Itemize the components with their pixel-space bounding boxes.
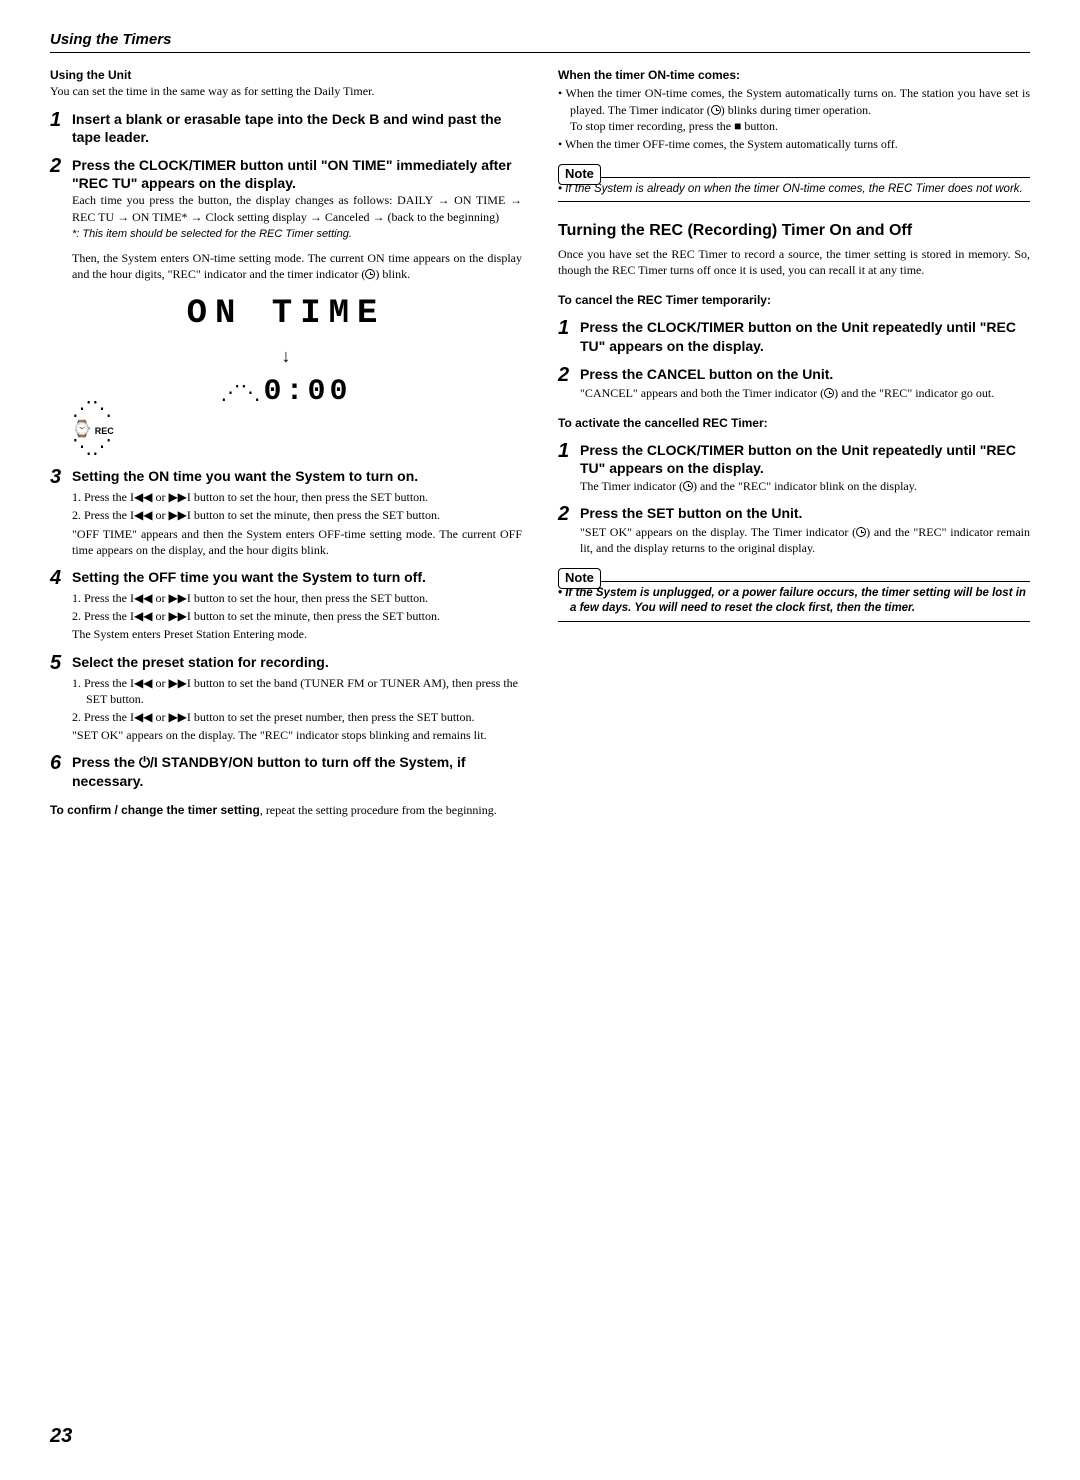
activate-heading: To activate the cancelled REC Timer: (558, 415, 1030, 431)
power-icon: ⏻/I (139, 754, 158, 770)
timer-icon (856, 527, 866, 537)
down-arrow-icon: ↓ (50, 344, 522, 368)
segment-display: 0:00 (263, 375, 351, 409)
timer-icon (365, 269, 375, 279)
step-number: 2 (558, 504, 572, 524)
cancel-step1: Press the CLOCK/TIMER button on the Unit… (580, 318, 1030, 354)
step2-text: Press the CLOCK/TIMER button until "ON T… (72, 156, 522, 192)
when-heading: When the timer ON-time comes: (558, 67, 1030, 83)
step-number: 1 (50, 110, 64, 130)
timer-icon (824, 388, 834, 398)
step5-body: "SET OK" appears on the display. The "RE… (72, 727, 522, 743)
step-number: 5 (50, 653, 64, 673)
confirm-line: To confirm / change the timer setting, r… (50, 802, 522, 818)
timer-icon (711, 105, 721, 115)
note2-body: • If the System is unplugged, or a power… (558, 586, 1030, 617)
h2-body: Once you have set the REC Timer to recor… (558, 246, 1030, 278)
segment-display: ON TIME (50, 292, 522, 338)
activate-step1: Press the CLOCK/TIMER button on the Unit… (580, 441, 1030, 477)
step1-text: Insert a blank or erasable tape into the… (72, 110, 522, 146)
step3-sublist: 1. Press the I◀◀ or ▶▶I button to set th… (72, 489, 522, 523)
step5-text: Select the preset station for recording. (72, 653, 522, 671)
when-bullet1: • When the timer ON-time comes, the Syst… (558, 85, 1030, 117)
step5-sublist: 1. Press the I◀◀ or ▶▶I button to set th… (72, 675, 522, 726)
step3-body: "OFF TIME" appears and then the System e… (72, 526, 522, 558)
step-number: 1 (558, 318, 572, 338)
note-label: Note (558, 568, 601, 589)
note1-body: • If the System is already on when the t… (558, 182, 1030, 198)
step-number: 6 (50, 753, 64, 773)
section-header: Using the Timers (50, 30, 1030, 53)
step-number: 2 (50, 156, 64, 176)
activate-step1-body: The Timer indicator () and the "REC" ind… (580, 478, 1030, 494)
activate-step2: Press the SET button on the Unit. (580, 504, 1030, 522)
step2-body: Each time you press the button, the disp… (72, 192, 522, 282)
step3-text: Setting the ON time you want the System … (72, 467, 522, 485)
cancel-heading: To cancel the REC Timer temporarily: (558, 292, 1030, 308)
step4-body: The System enters Preset Station Enterin… (72, 626, 522, 642)
timer-icon (683, 481, 693, 491)
when-bullet1-sub: To stop timer recording, press the ■ but… (570, 118, 1030, 134)
section-heading: Turning the REC (Recording) Timer On and… (558, 220, 1030, 242)
step-number: 3 (50, 467, 64, 487)
step-number: 2 (558, 365, 572, 385)
left-column: Using the Unit You can set the time in t… (50, 67, 522, 818)
page-number: 23 (50, 1423, 72, 1450)
note-label: Note (558, 164, 601, 185)
step-number: 4 (50, 568, 64, 588)
using-unit-heading: Using the Unit (50, 67, 522, 83)
step-number: 1 (558, 441, 572, 461)
using-unit-body: You can set the time in the same way as … (50, 83, 522, 99)
cancel-step2: Press the CANCEL button on the Unit. (580, 365, 1030, 383)
step4-sublist: 1. Press the I◀◀ or ▶▶I button to set th… (72, 590, 522, 624)
step4-text: Setting the OFF time you want the System… (72, 568, 522, 586)
activate-step2-body: "SET OK" appears on the display. The Tim… (580, 524, 1030, 556)
cancel-step2-body: "CANCEL" appears and both the Timer indi… (580, 385, 1030, 401)
when-bullet2: • When the timer OFF-time comes, the Sys… (558, 136, 1030, 152)
right-column: When the timer ON-time comes: • When the… (558, 67, 1030, 818)
blink-icon: ⋰⋱ (220, 382, 260, 404)
step6-text: Press the ⏻/I STANDBY/ON button to turn … (72, 753, 522, 789)
